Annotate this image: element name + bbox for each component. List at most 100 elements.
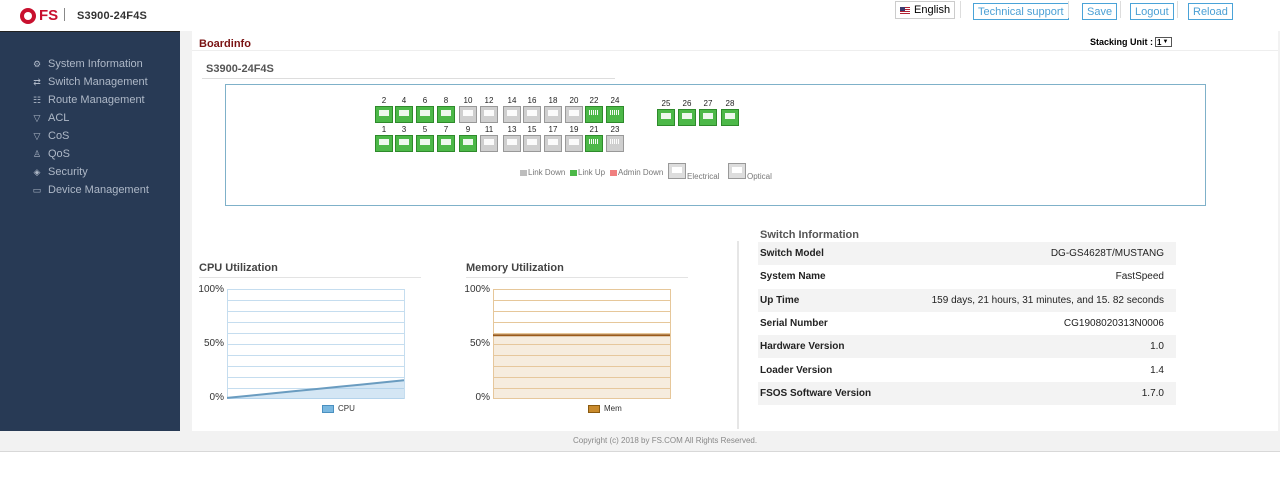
- language-selector[interactable]: English: [895, 1, 956, 19]
- port-number-15: 15: [527, 125, 537, 134]
- content-panel: Boardinfo Stacking Unit : 1 ▼ S3900-24F4…: [192, 31, 1278, 431]
- arrows-icon: ⇄: [33, 76, 41, 87]
- port-number-1: 1: [381, 125, 387, 134]
- port-11[interactable]: [480, 135, 498, 152]
- sidebar-item-acl[interactable]: ▽ ACL: [32, 111, 70, 125]
- info-value: 1.7.0: [1141, 387, 1164, 399]
- sidebar-item-security[interactable]: ◈ Security: [32, 165, 88, 179]
- info-row: FSOS Software Version 1.7.0: [758, 381, 1176, 405]
- sidebar-item-qos[interactable]: ♙ QoS: [32, 147, 70, 161]
- cpu-chart-title: CPU Utilization: [199, 262, 278, 274]
- port-number-21: 21: [589, 125, 599, 134]
- legend-optical: Optical: [728, 160, 772, 181]
- port-number-12: 12: [484, 96, 494, 105]
- port-18[interactable]: [544, 106, 562, 123]
- page-title: Boardinfo: [199, 38, 251, 50]
- port-22[interactable]: [585, 106, 603, 123]
- port-7[interactable]: [437, 135, 455, 152]
- stacking-unit-select[interactable]: 1 ▼: [1155, 37, 1173, 47]
- info-value: DG-GS4628T/MUSTANG: [1050, 248, 1164, 259]
- cpu-tick-label: 50%: [203, 338, 224, 349]
- port-21[interactable]: [585, 135, 603, 152]
- sidebar-item-device-management[interactable]: ▭ Device Management: [32, 183, 149, 197]
- legend-label: Admin Down: [618, 168, 664, 177]
- language-label: English: [914, 4, 951, 16]
- memory-tick-label: 50%: [469, 338, 490, 349]
- sidebar-item-switch-management[interactable]: ⇄ Switch Management: [32, 75, 147, 89]
- port-2[interactable]: [375, 106, 393, 123]
- port-4[interactable]: [395, 106, 413, 123]
- sidebar-item-label: System Information: [48, 58, 143, 70]
- stacking-unit-value: 1: [1157, 37, 1162, 47]
- port-number-3: 3: [401, 125, 407, 134]
- sidebar-item-route-management[interactable]: ☷ Route Management: [32, 93, 145, 107]
- sidebar-item-label: Security: [48, 166, 88, 178]
- info-key: Serial Number: [760, 317, 828, 329]
- port-14[interactable]: [503, 106, 521, 123]
- series-line-cpu: [227, 379, 405, 399]
- device-name: S3900-24F4S: [77, 10, 148, 22]
- port-number-10: 10: [463, 96, 473, 105]
- port-13[interactable]: [503, 135, 521, 152]
- fs-logo-mark: [20, 7, 36, 24]
- cpu-chart: [227, 289, 405, 399]
- info-value: FastSpeed: [1115, 271, 1164, 283]
- users-icon: ♙: [32, 148, 42, 159]
- reload-button[interactable]: Reload: [1188, 3, 1233, 20]
- legend-electrical: Electrical: [668, 160, 719, 181]
- info-key: FSOS Software Version: [760, 387, 872, 399]
- main-area: Boardinfo Stacking Unit : 1 ▼ S3900-24F4…: [180, 31, 1280, 431]
- port-26[interactable]: [678, 109, 696, 126]
- port-20[interactable]: [565, 106, 583, 123]
- optical-port-icon: [728, 162, 746, 179]
- port-19[interactable]: [565, 135, 583, 152]
- port-15[interactable]: [523, 135, 541, 152]
- divider: [0, 451, 1280, 452]
- port-5[interactable]: [416, 135, 434, 152]
- footer: Copyright (c) 2018 by FS.COM All Rights …: [0, 431, 1280, 451]
- logout-button[interactable]: Logout: [1130, 3, 1174, 20]
- info-row: Up Time 159 days, 21 hours, 31 minutes, a…: [758, 288, 1176, 312]
- port-16[interactable]: [523, 106, 541, 123]
- wifi-icon: ▽: [33, 130, 41, 141]
- info-row: Hardware Version 1.0: [758, 335, 1176, 359]
- port-10[interactable]: [459, 106, 477, 123]
- sidebar-item-system-information[interactable]: ⚙ System Information: [32, 57, 143, 71]
- port-24[interactable]: [606, 106, 624, 123]
- port-6[interactable]: [416, 106, 434, 123]
- port-8[interactable]: [437, 106, 455, 123]
- port-27[interactable]: [699, 109, 717, 126]
- port-1[interactable]: [375, 135, 393, 152]
- port-number-19: 19: [569, 125, 579, 134]
- info-row: Serial Number CG1908020313N0006: [758, 312, 1176, 335]
- sidebar-item-cos[interactable]: ▽ CoS: [32, 129, 70, 143]
- port-number-9: 9: [465, 125, 471, 134]
- port-number-17: 17: [548, 125, 558, 134]
- series-area-mem: [493, 335, 670, 399]
- port-number-20: 20: [569, 96, 579, 105]
- info-row: Switch Model DG-GS4628T/MUSTANG: [758, 242, 1176, 265]
- port-panel: 2 4 6 8 10 12 14 16 18 20 22 24 1 3 5 7 9 11 13 15 17 19 21 23 2…: [225, 84, 1206, 206]
- port-28[interactable]: [721, 109, 739, 126]
- info-key: Hardware Version: [760, 341, 845, 353]
- port-23[interactable]: [606, 135, 624, 152]
- port-9[interactable]: [459, 135, 477, 152]
- port-17[interactable]: [544, 135, 562, 152]
- info-row: System Name FastSpeed: [758, 265, 1176, 288]
- port-number-28: 28: [725, 99, 735, 108]
- route-icon: ☷: [32, 94, 42, 105]
- legend-label: Link Down: [528, 168, 566, 177]
- port-3[interactable]: [395, 135, 413, 152]
- cpu-legend-label: CPU: [338, 404, 355, 413]
- switch-info-title: Switch Information: [760, 229, 859, 241]
- port-25[interactable]: [657, 109, 675, 126]
- technical-support-button[interactable]: Technical support: [973, 3, 1069, 20]
- admin-down-swatch: [610, 169, 617, 176]
- cpu-tick-label: 0%: [209, 392, 224, 403]
- sidebar-item-label: CoS: [48, 130, 70, 142]
- memory-chart: [493, 289, 671, 399]
- port-12[interactable]: [480, 106, 498, 123]
- memory-tick-label: 0%: [475, 392, 490, 403]
- save-button[interactable]: Save: [1082, 3, 1118, 20]
- port-number-6: 6: [422, 96, 428, 105]
